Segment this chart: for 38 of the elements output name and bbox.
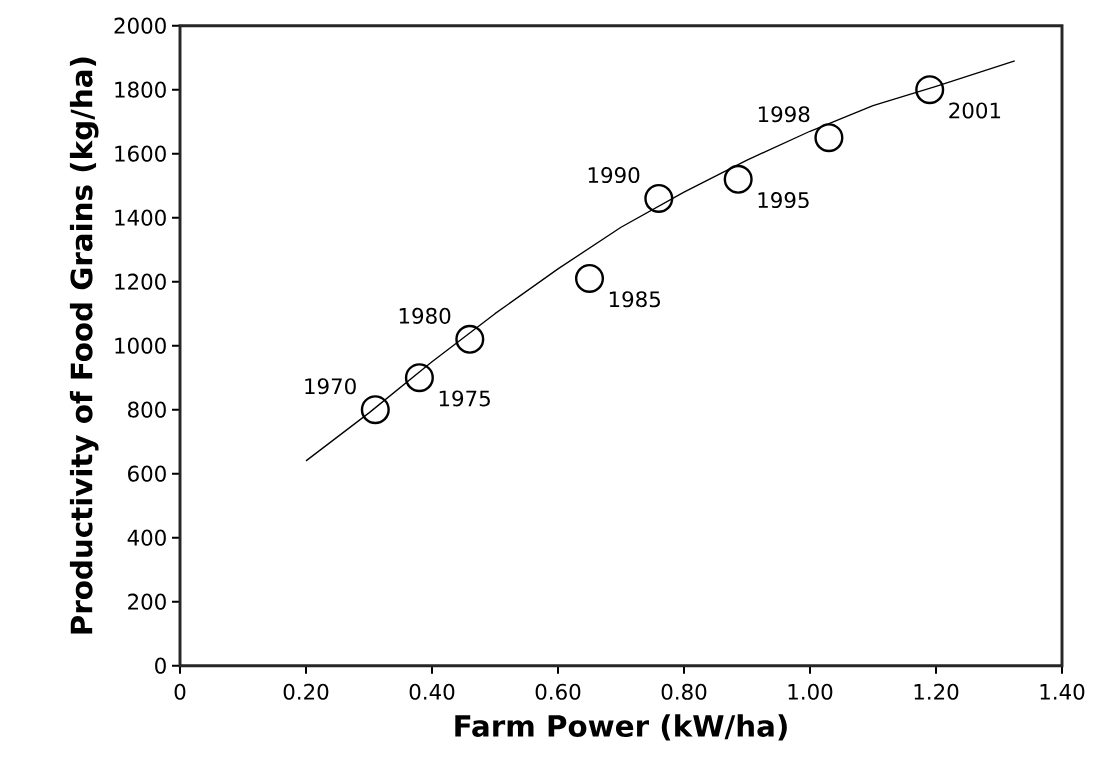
point (814, 123, 844, 153)
annotation: 1998 (758, 106, 810, 123)
y-tick-label: 800 (128, 401, 166, 418)
annotation: 1970 (305, 378, 356, 395)
y-tick-label: 600 (128, 465, 166, 482)
point (723, 164, 753, 194)
point (455, 324, 485, 354)
annotation: 1975 (439, 390, 490, 407)
y-tick-label: 200 (128, 593, 166, 610)
y-tick-label: 1800 (115, 81, 166, 98)
annotation: 1985 (609, 291, 660, 308)
point (574, 263, 605, 293)
annotation: 1995 (758, 191, 809, 209)
annotation: 1980 (399, 307, 451, 324)
x-tick-label: 0.80 (661, 683, 707, 700)
y-tick-label: 1200 (115, 273, 166, 290)
point (404, 363, 434, 393)
x-tick-label: 1.40 (1040, 683, 1085, 700)
y-axis-title: Productivity of Food Grains (kg/ha) (69, 57, 99, 634)
y-tick-label: 1600 (115, 145, 166, 162)
x-tick-label: 1.00 (788, 683, 833, 700)
line-series (305, 60, 1016, 462)
y-tick-label: 1400 (115, 209, 166, 226)
x-tick-label: 0.60 (535, 683, 581, 700)
x-tick-label: 0 (174, 683, 186, 700)
point (915, 75, 945, 105)
point (644, 183, 674, 213)
annotation: 1990 (588, 166, 640, 184)
x-tick-label: 0.40 (409, 683, 455, 700)
y-tick-label: 1000 (115, 337, 166, 354)
y-tick-label: 400 (127, 529, 166, 546)
point (360, 395, 390, 425)
x-tick-label: 1.20 (914, 683, 959, 700)
y-tick-label: 0 (155, 657, 166, 674)
x-axis-title: Farm Power (kW/ha) (455, 714, 787, 741)
y-tick-label: 2000 (114, 17, 166, 34)
annotation: 2001 (949, 102, 1001, 119)
x-tick-label: 0.20 (283, 683, 329, 700)
